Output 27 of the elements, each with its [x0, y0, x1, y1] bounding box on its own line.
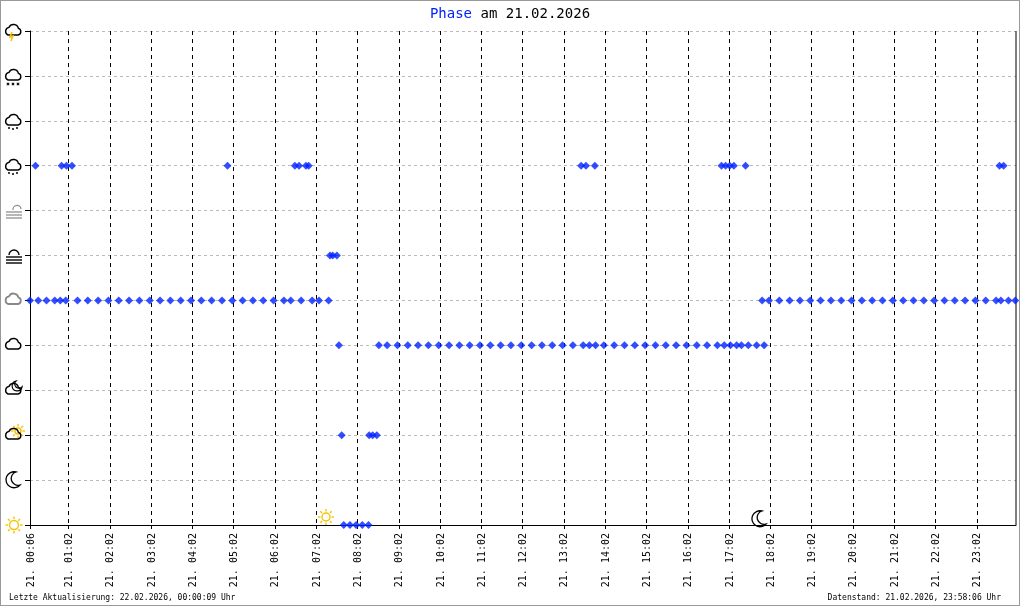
x-tick-label: 21. 19:02 — [806, 533, 818, 588]
x-tick-label: 21. 02:02 — [104, 533, 116, 588]
x-tick-label: 21. 03:02 — [145, 533, 157, 588]
x-tick-label: 21. 23:02 — [971, 533, 983, 588]
x-tick-label: 21. 09:02 — [393, 533, 405, 588]
x-tick-label: 21. 15:02 — [641, 533, 653, 588]
x-tick-label: 21. 14:02 — [599, 533, 611, 588]
x-tick-label: 21. 11:02 — [475, 533, 487, 588]
x-tick-label: 21. 04:02 — [186, 533, 198, 588]
x-tick-label: 21. 05:02 — [228, 533, 240, 588]
x-tick-label: 21. 18:02 — [764, 533, 776, 588]
text: Datenstand: 21.02.2026, 23:58:06 Uhr — [827, 593, 1001, 602]
x-tick-label: 21. 13:02 — [558, 533, 570, 588]
x-tick-label: 21. 10:02 — [434, 533, 446, 588]
x-tick-label: 21. 07:02 — [310, 533, 322, 588]
chart-title: Phase am 21.02.2026 — [428, 5, 592, 21]
text: Letzte Aktualisierung: 22.02.2026, 00:00:09 Uhr — [9, 593, 236, 602]
x-tick-label: 21. 21:02 — [888, 533, 900, 588]
x-tick-label: 21. 06:02 — [269, 533, 281, 588]
x-tick-label: 21. 20:02 — [847, 533, 859, 588]
x-tick-label: 21. 12:02 — [517, 533, 529, 588]
x-tick-label: 21. 08:02 — [352, 533, 364, 588]
x-tick-label: 21. 17:02 — [723, 533, 735, 588]
x-tick-label: 21. 16:02 — [682, 533, 694, 588]
x-tick-label: 21. 00:06 — [24, 533, 36, 588]
x-tick-label: 21. 01:02 — [63, 533, 75, 588]
x-tick-label: 21. 22:02 — [930, 533, 941, 588]
